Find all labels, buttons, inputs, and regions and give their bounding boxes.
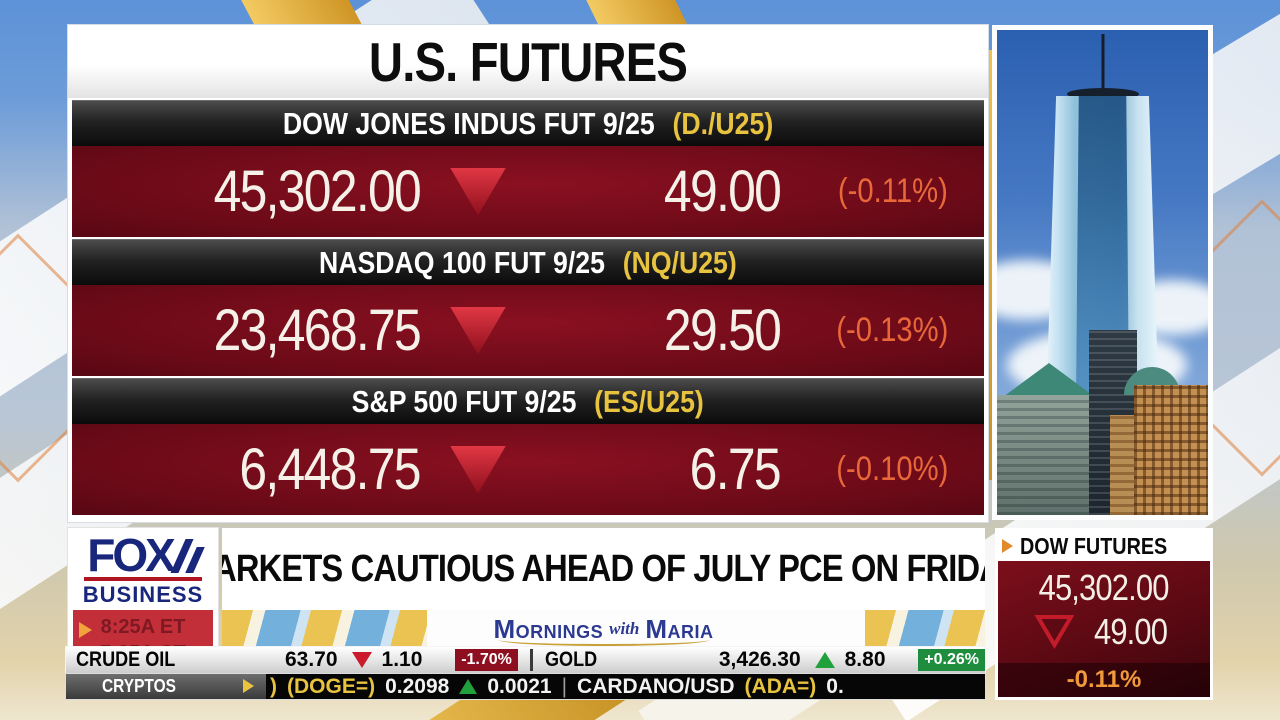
show-word-3: Maria: [645, 613, 714, 644]
ticker-change: 8.80: [844, 648, 886, 671]
logo-rule: [84, 577, 202, 581]
crypto-symbol: (ADA=): [744, 674, 817, 698]
future-last: 45,302.00: [213, 159, 422, 224]
play-icon: [243, 679, 254, 693]
headline-text: MARKETS CAUTIOUS AHEAD OF JULY PCE ON FR…: [222, 547, 985, 590]
futures-rows: DOW JONES INDUS FUT 9/25 (D./U25) 45,302…: [72, 100, 984, 515]
future-last: 6,448.75: [239, 437, 422, 502]
lower-third: MARKETS CAUTIOUS AHEAD OF JULY PCE ON FR…: [222, 528, 985, 648]
dow-percent: -0.11%: [1066, 666, 1142, 693]
dow-futures-quote: 45,302.00 49.00 -0.11%: [998, 561, 1210, 697]
network-bug: FOX BUSINESS 8:25A ET 7:25A CT: [68, 528, 218, 647]
down-arrow-icon: [450, 167, 506, 216]
future-change: 29.50: [663, 298, 782, 363]
headline: MARKETS CAUTIOUS AHEAD OF JULY PCE ON FR…: [222, 528, 985, 610]
future-percent: (-0.11%): [838, 172, 948, 210]
feed-divider: |: [561, 674, 568, 698]
future-symbol: (ES/U25): [594, 383, 705, 419]
crypto-label-text: CRYPTOS: [102, 676, 176, 696]
future-percent: (-0.13%): [835, 311, 948, 349]
crypto-ticker: CRYPTOS ) (DOGE=) 0.2098 0.0021 | CARDAN…: [66, 674, 985, 699]
future-symbol: (D./U25): [672, 105, 774, 141]
ticker-name: CRUDE OIL: [76, 648, 176, 671]
play-icon: [79, 622, 92, 638]
network-name: FOX: [87, 529, 176, 581]
time-et: 8:25A ET: [100, 616, 186, 638]
dow-last: 45,302.00: [1039, 567, 1170, 608]
percent-badge: -1.70%: [455, 649, 518, 671]
up-arrow-icon: [814, 652, 835, 668]
futures-row-sp500: S&P 500 FUT 9/25 (ES/U25) 6,448.75 6.75 …: [72, 378, 984, 515]
ticker-last: 63.70: [284, 648, 338, 671]
panel-title-text: U.S. FUTURES: [368, 30, 688, 93]
crypto-last: 0.2098: [385, 674, 450, 698]
panel-title: U.S. FUTURES: [68, 25, 988, 98]
ticker-last: 3,426.30: [718, 648, 801, 671]
commodities-ticker: CRUDE OIL 63.70 1.10 -1.70% GOLD 3,426.3…: [66, 647, 985, 673]
down-arrow-icon: [351, 652, 372, 668]
dow-futures-header: DOW FUTURES: [998, 531, 1210, 561]
crypto-label: CRYPTOS: [66, 674, 266, 699]
time-ct: 7:25A CT: [73, 640, 213, 647]
future-name: DOW JONES INDUS FUT 9/25: [282, 105, 655, 141]
symbol-fragment: ): [270, 674, 277, 698]
dow-change: 49.00: [1094, 611, 1168, 652]
down-arrow-outline-icon: [1034, 615, 1074, 649]
ticker-divider: [529, 649, 533, 671]
ticker-change: 1.10: [381, 648, 423, 671]
building: [997, 395, 1095, 515]
play-icon: [1002, 539, 1013, 553]
up-arrow-icon: [459, 679, 478, 694]
band-stripes-right: [865, 610, 985, 648]
futures-row-nasdaq: NASDAQ 100 FUT 9/25 (NQ/U25) 23,468.75 2…: [72, 239, 984, 376]
one-world-trade-photo: [997, 30, 1208, 515]
crypto-symbol: (DOGE=): [287, 674, 376, 698]
dow-futures-label: DOW FUTURES: [1020, 532, 1168, 559]
future-last: 23,468.75: [213, 298, 422, 363]
crypto-last: 0.: [826, 674, 844, 698]
crypto-feed: ) (DOGE=) 0.2098 0.0021 | CARDANO/USD (A…: [266, 674, 985, 699]
show-logo: Mornings with Maria: [222, 610, 985, 648]
show-band: Mornings with Maria: [222, 610, 985, 648]
dow-futures-box: DOW FUTURES 45,302.00 49.00 -0.11%: [995, 528, 1213, 700]
logo-swoosh: [498, 634, 709, 646]
skyline-photo-panel: [992, 25, 1213, 520]
show-word-1: Mornings: [493, 613, 604, 644]
down-arrow-icon: [450, 445, 506, 494]
percent-badge: +0.26%: [918, 649, 985, 671]
time-box: 8:25A ET 7:25A CT: [73, 610, 213, 647]
show-word-2: with: [609, 619, 640, 638]
future-change: 49.00: [663, 159, 782, 224]
futures-row-dow: DOW JONES INDUS FUT 9/25 (D./U25) 45,302…: [72, 100, 984, 237]
skyline: [997, 330, 1208, 515]
dow-percent-strip: -0.11%: [998, 663, 1210, 697]
building: [1134, 385, 1208, 515]
crypto-change: 0.0021: [487, 674, 552, 698]
future-symbol: (NQ/U25): [622, 244, 737, 280]
network-sub: BUSINESS: [82, 582, 204, 607]
future-percent: (-0.10%): [835, 450, 948, 488]
antenna: [1101, 34, 1104, 96]
future-change: 6.75: [689, 437, 782, 502]
futures-panel: U.S. FUTURES DOW JONES INDUS FUT 9/25 (D…: [68, 25, 988, 522]
pyramid-roof: [1003, 363, 1095, 397]
crypto-name: CARDANO/USD: [577, 674, 735, 698]
band-stripes-left: [222, 610, 427, 648]
down-arrow-icon: [450, 306, 506, 355]
future-name: NASDAQ 100 FUT 9/25: [319, 244, 606, 280]
future-name: S&P 500 FUT 9/25: [351, 383, 577, 419]
ticker-name: GOLD: [544, 648, 597, 671]
